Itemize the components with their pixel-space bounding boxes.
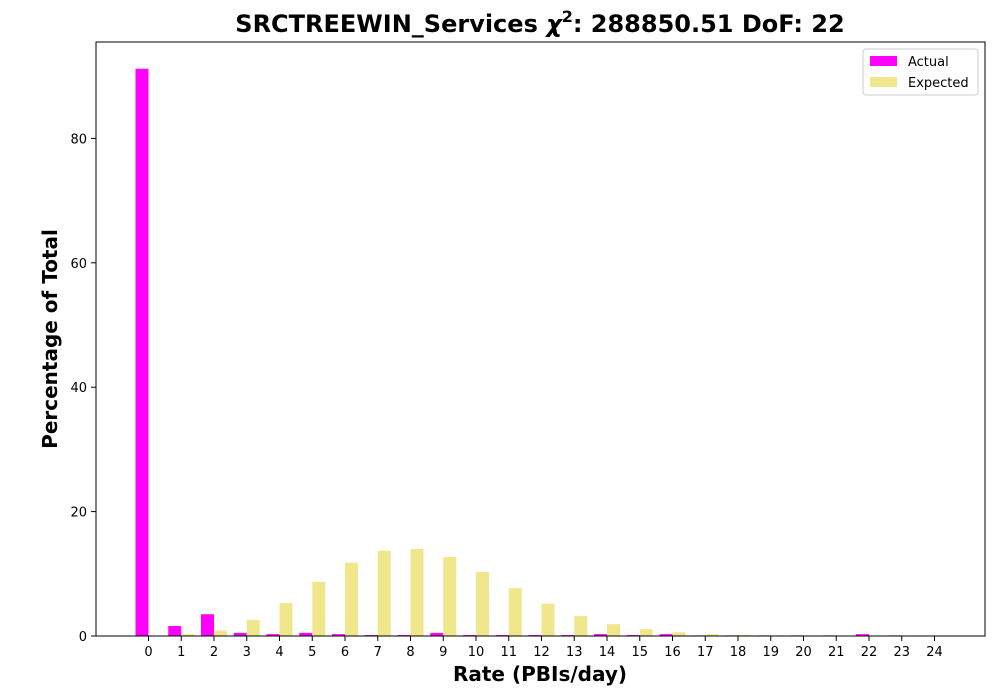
x-tick-label: 15 (631, 645, 648, 660)
bar-expected-9 (443, 557, 457, 636)
y-tick-label: 60 (70, 257, 87, 272)
bar-expected-1 (181, 634, 195, 636)
chart-title-suffix: : 288850.51 DoF: 22 (573, 10, 845, 38)
legend-label-expected: Expected (908, 76, 969, 91)
legend: Actual Expected (862, 48, 979, 96)
x-tick-label: 17 (697, 645, 714, 660)
legend-swatch-expected (870, 77, 897, 87)
bar-actual-14 (594, 634, 607, 636)
bar-actual-5 (299, 632, 313, 636)
x-tick-label: 23 (893, 645, 910, 660)
x-tick-label: 5 (308, 645, 316, 660)
bar-expected-7 (377, 550, 391, 636)
x-tick-label: 12 (533, 645, 550, 660)
x-tick-label: 22 (861, 645, 878, 660)
bar-actual-6 (332, 634, 345, 636)
bar-expected-4 (279, 603, 293, 636)
bar-expected-8 (410, 548, 424, 636)
bar-actual-4 (266, 634, 280, 636)
chart-title-symbol: χ (544, 10, 563, 38)
x-tick-label: 21 (828, 645, 845, 660)
legend-swatch-actual (870, 56, 897, 66)
x-tick-label: 2 (210, 645, 218, 660)
plot-frame (95, 41, 986, 637)
x-tick-label: 11 (500, 645, 517, 660)
x-tick-label: 1 (177, 645, 185, 660)
plot-area: 0 1 2 3 4 5 6 7 8 9 10 11 12 13 14 15 16 17 18 19 20 21 22 23 24… (70, 41, 986, 660)
y-tick-label: 20 (70, 506, 87, 521)
bar-expected-5 (312, 581, 326, 636)
x-tick-label: 13 (566, 645, 583, 660)
bar-expected-14 (607, 624, 620, 636)
x-tick-label: 18 (730, 645, 747, 660)
x-tick-label: 4 (275, 645, 283, 660)
bar-actual-3 (233, 632, 247, 636)
bar-expected-3 (246, 619, 260, 636)
bar-actual-16 (659, 634, 673, 636)
x-tick-label: 19 (762, 645, 779, 660)
x-tick-label: 3 (243, 645, 251, 660)
x-tick-label: 6 (341, 645, 349, 660)
series-actual (135, 68, 902, 637)
bar-expected-13 (574, 616, 588, 636)
bar-expected-10 (476, 571, 489, 636)
bar-expected-15 (639, 629, 653, 636)
x-tick-label: 10 (468, 645, 485, 660)
x-tick-label: 14 (599, 645, 616, 660)
bar-actual-1 (168, 626, 182, 636)
y-tick-label: 40 (70, 381, 87, 396)
y-axis-label: Percentage of Total (38, 229, 62, 449)
chart-title: SRCTREEWIN_Services χ2: 288850.51 DoF: 2… (235, 7, 844, 38)
x-tick-label: 0 (144, 645, 152, 660)
x-tick-label: 9 (439, 645, 447, 660)
x-tick-label: 7 (374, 645, 382, 660)
x-axis-label: Rate (PBIs/day) (453, 662, 627, 686)
series-expected (181, 548, 882, 636)
bar-expected-17 (705, 634, 719, 636)
bar-expected-6 (345, 562, 358, 636)
bar-expected-2 (214, 630, 227, 636)
bar-actual-9 (430, 632, 444, 636)
chart-title-superscript: 2 (562, 7, 573, 26)
y-tick-label: 80 (70, 132, 87, 147)
bar-actual-2 (201, 614, 214, 636)
bar-expected-12 (541, 603, 555, 636)
x-tick-label: 24 (926, 645, 943, 660)
x-tick-label: 8 (406, 645, 414, 660)
y-tick-label: 0 (79, 630, 87, 645)
x-tick-label: 20 (795, 645, 812, 660)
legend-label-actual: Actual (908, 55, 949, 70)
bar-expected-16 (672, 632, 686, 636)
x-tick-label: 16 (664, 645, 681, 660)
bar-actual-22 (856, 634, 869, 636)
bar-expected-11 (508, 588, 522, 636)
bar-actual-0 (135, 68, 149, 637)
chart-title-prefix: SRCTREEWIN_Services (235, 10, 546, 38)
